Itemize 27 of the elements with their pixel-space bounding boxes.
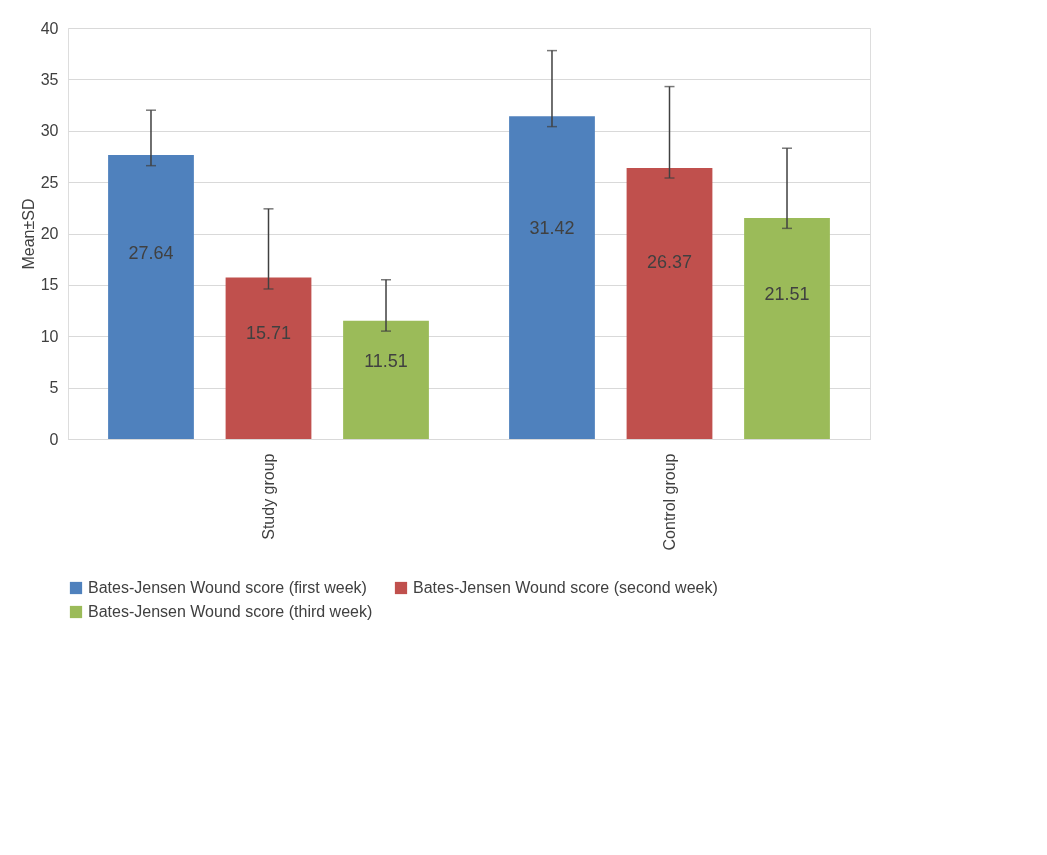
data-label: 21.51 [764,284,810,305]
y-tick-label: 5 [49,379,59,397]
y-tick-label: 15 [40,276,59,294]
bar [225,277,312,439]
y-tick-label: 35 [40,70,59,88]
bar [108,155,194,439]
y-tick-label: 10 [40,327,59,345]
data-label: 15.71 [245,323,292,344]
data-label: 11.51 [364,351,408,372]
legend-label: Bates-Jensen Wound score (third week) [88,603,373,620]
legend-label: Bates-Jensen Wound score (second week) [413,579,718,596]
y-tick-label: 30 [40,122,59,140]
data-label: 26.37 [646,251,693,272]
legend-label: Bates-Jensen Wound score (first week) [88,579,367,596]
bar [744,217,830,439]
y-axis-title: Mean±SD [19,198,37,270]
x-tick-label: Study group [259,453,277,540]
data-label: 27.64 [128,243,174,264]
data-label: 31.42 [529,218,575,239]
y-tick-label: 40 [40,19,59,37]
y-tick-label: 20 [40,225,59,242]
bar [626,168,713,439]
y-tick-label: 25 [40,173,59,191]
bar [343,320,429,439]
x-tick-label: Control group [660,453,678,551]
y-tick-label: 0 [49,430,59,448]
bar [509,116,595,439]
